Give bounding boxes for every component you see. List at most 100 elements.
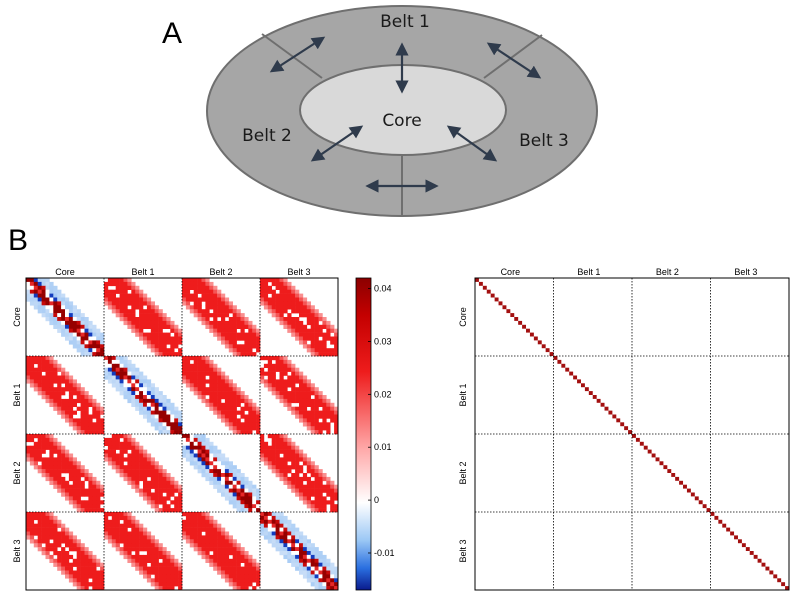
heatmap-cell [302,566,308,571]
heatmap-cell [76,496,81,501]
heatmap-cell [314,430,319,435]
heatmap-cell [318,508,323,513]
heatmap-cell [61,461,66,466]
heatmap-cell [279,379,284,384]
heatmap-cell [209,558,214,563]
heatmap-cell [119,305,124,310]
heatmap-cell [314,418,319,423]
heatmap-cell [302,558,308,563]
heatmap-cell [236,578,241,583]
heatmap-cell [201,375,206,380]
heatmap-cell [166,426,171,431]
heatmap-cell [271,356,276,361]
heatmap-cell [72,457,77,462]
heatmap-cell [236,336,241,341]
heatmap-cell [170,418,175,423]
heatmap-cell [49,402,54,407]
heatmap-cell [189,309,194,314]
heatmap-cell [326,406,331,411]
heatmap-cell [162,488,167,493]
heatmap-cell [318,340,323,345]
heatmap-cell [271,434,276,439]
heatmap-cell [306,422,311,427]
heatmap-cell [72,340,77,345]
heatmap-cell [65,305,70,310]
heatmap-cell [107,539,113,544]
heatmap-cell [295,375,300,380]
heatmap-cell [287,558,292,563]
heatmap-cell [76,586,81,591]
heatmap-cell [53,539,58,544]
heatmap-cell [146,488,152,493]
heatmap-cell [80,570,85,575]
heatmap-cell [189,441,194,446]
heatmap-cell [228,391,233,396]
heatmap-cell [150,320,155,326]
heatmap-cell [53,317,58,322]
heatmap-cell [193,512,198,517]
heatmap-cell [41,512,46,517]
heatmap-cell [104,531,109,536]
heatmap-cell [41,539,46,544]
heatmap-cell [170,352,175,357]
heatmap-cell [228,406,233,411]
heatmap-cell [123,285,128,290]
heatmap-cell [248,570,253,575]
heatmap-cell [45,383,50,388]
heatmap-cell [80,554,85,560]
heatmap-cell [166,332,171,337]
heatmap-cell [45,469,50,474]
heatmap-cell [209,313,214,318]
heatmap-cell [146,465,152,470]
heatmap-cell [201,441,206,446]
heatmap-cell [37,391,42,396]
heatmap-cell [228,558,233,563]
heatmap-cell [213,558,218,563]
heatmap-cell [224,313,230,318]
heatmap-cell [127,363,132,368]
heatmap-cell [100,332,105,337]
heatmap-cell [224,320,230,326]
heatmap-cell [37,512,42,517]
heatmap-cell [72,328,77,333]
heatmap-cell [96,426,101,431]
heatmap-cell [127,285,132,290]
heatmap-cell [72,344,77,349]
heatmap-cell [334,410,339,415]
heatmap-cell [96,586,101,591]
heatmap-cell [306,465,311,470]
heatmap-cell [65,398,70,404]
heatmap-cell [221,484,226,489]
heatmap-cell [201,461,206,466]
heatmap-cell [57,301,62,306]
heatmap-cell [146,531,152,536]
column-block-label: Core [501,267,521,277]
panel-letter-a: A [162,17,182,50]
heatmap-cell [330,328,335,333]
heatmap-cell [201,554,206,560]
heatmap-cell [252,566,257,571]
heatmap-cell [232,309,237,314]
heatmap-cell [283,473,288,478]
heatmap-cell [166,586,171,591]
heatmap-cell [283,317,288,322]
heatmap-cell [111,437,116,443]
heatmap-cell [166,504,171,509]
diagonal-cell [785,586,789,590]
heatmap-cell [115,387,120,392]
heatmap-cell [310,562,315,567]
heatmap-cell [76,309,81,314]
heatmap-cell [84,547,89,552]
heatmap-cell [139,379,144,384]
heatmap-cell [65,535,70,540]
heatmap-cell [68,488,74,493]
heatmap-cell [228,340,233,345]
heatmap-cell [135,476,140,482]
heatmap-cell [115,313,120,318]
heatmap-cell [104,367,109,372]
heatmap-cell [275,445,280,450]
heatmap-cell [318,422,323,427]
heatmap-cell [310,418,315,423]
heatmap-cell [174,344,179,349]
heatmap-cell [189,449,194,454]
